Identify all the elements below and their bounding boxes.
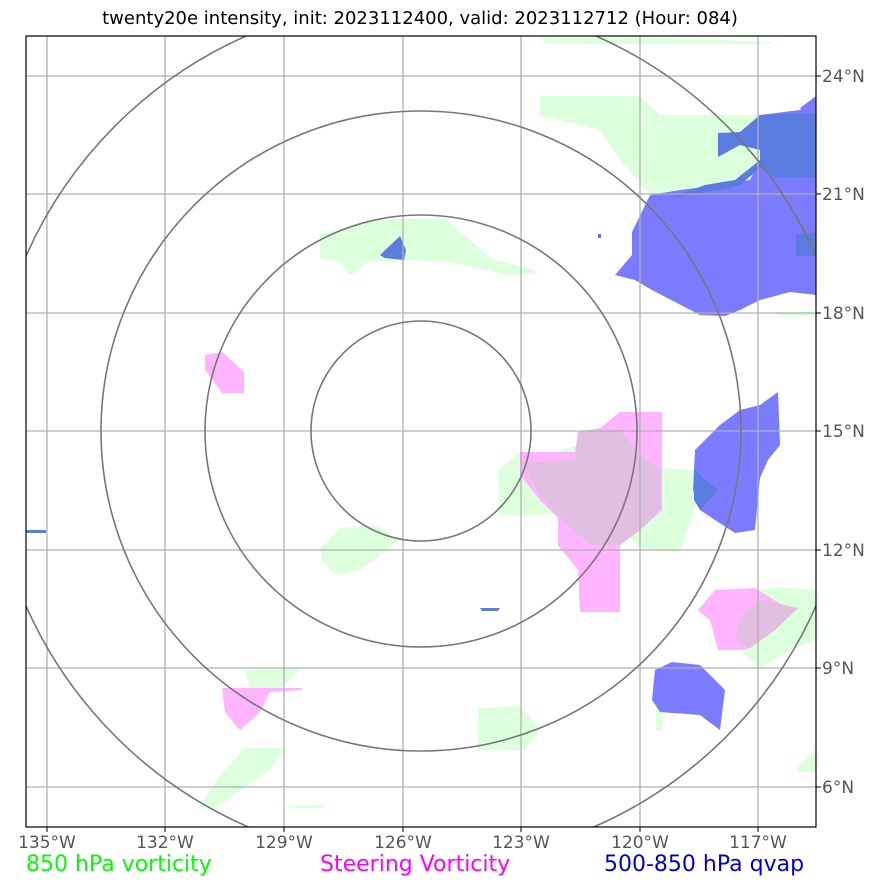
vorticity-area	[540, 96, 770, 195]
lon-label: 129°W	[255, 833, 313, 853]
lat-label: 6°N	[822, 778, 854, 798]
lat-label: 21°N	[822, 185, 865, 205]
qvap-area	[26, 530, 46, 533]
qvap-area	[652, 662, 725, 730]
lon-label: 120°W	[611, 833, 669, 853]
steering-area	[222, 688, 302, 730]
vorticity-area	[245, 668, 300, 690]
steering-overlap-area	[522, 430, 660, 545]
qvap-area	[670, 113, 816, 198]
qvap-area	[480, 608, 500, 611]
qvap-area	[800, 96, 816, 114]
lon-label: 123°W	[492, 833, 550, 853]
qvap-area	[796, 232, 816, 256]
steering-area	[205, 352, 244, 393]
tick-marks	[46, 75, 821, 832]
qvap-area	[693, 392, 780, 533]
lon-label: 126°W	[374, 833, 432, 853]
vorticity-area	[656, 710, 662, 730]
vorticity-area	[478, 706, 540, 750]
lat-label: 9°N	[822, 659, 854, 679]
qvap-area	[694, 470, 718, 510]
lon-label: 132°W	[136, 833, 194, 853]
legend-850-vorticity: 850 hPa vorticity	[26, 852, 212, 877]
vorticity-area	[200, 748, 285, 808]
longitude-labels: 135°W 132°W 129°W 126°W 123°W 120°W 117°…	[18, 833, 787, 853]
lat-label: 15°N	[822, 422, 865, 442]
range-ring	[100, 110, 742, 752]
lat-label: 12°N	[822, 541, 865, 561]
graticule	[26, 36, 816, 827]
qvap-area	[380, 236, 406, 260]
vorticity-area	[796, 750, 816, 772]
steering-vorticity-fields	[205, 352, 798, 730]
plot-title: twenty20e intensity, init: 2023112400, v…	[102, 8, 738, 29]
lon-label: 135°W	[18, 833, 76, 853]
legend-qvap: 500-850 hPa qvap	[604, 852, 805, 877]
steering-overlap-area	[735, 600, 798, 648]
qvap-fields	[26, 96, 816, 730]
qvap-area	[598, 234, 601, 238]
latitude-labels: 24°N 21°N 18°N 15°N 12°N 9°N 6°N	[822, 67, 865, 798]
lon-label: 117°W	[729, 833, 787, 853]
vorticity-area	[320, 218, 540, 275]
range-ring	[310, 320, 532, 542]
range-ring	[204, 214, 638, 648]
vorticity-area	[285, 805, 325, 808]
range-rings	[26, 36, 816, 827]
legend-steering-vorticity: Steering Vorticity	[320, 852, 511, 877]
lat-label: 24°N	[822, 67, 865, 87]
vorticity-area	[540, 38, 775, 44]
lat-label: 18°N	[822, 304, 865, 324]
